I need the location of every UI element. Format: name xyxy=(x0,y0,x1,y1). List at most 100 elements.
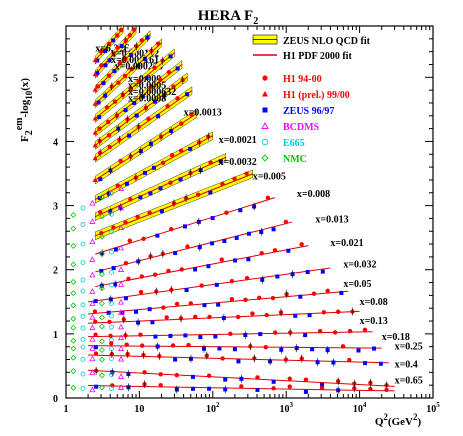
h1-data-point xyxy=(122,73,128,79)
zeus-data-point xyxy=(255,387,260,392)
h1-data-point xyxy=(152,65,157,70)
zeus-data-point xyxy=(271,379,276,384)
legend-marker-circle xyxy=(262,75,268,81)
h1-data-point xyxy=(106,133,112,138)
h1-data-point xyxy=(239,384,244,389)
h1-data-point xyxy=(193,314,198,319)
nmc-data-point xyxy=(70,242,77,249)
bcdms-data-point xyxy=(117,224,125,231)
nmc-data-point xyxy=(70,315,77,322)
zeus-data-point xyxy=(103,63,108,68)
h1-data-point xyxy=(332,330,338,335)
x-bin-label: x=0.0021 xyxy=(219,135,257,146)
zeus-data-point xyxy=(124,181,129,186)
h1-prel-data-point xyxy=(92,142,98,148)
zeus-data-point xyxy=(208,190,213,195)
h1-data-point xyxy=(97,126,102,131)
bcdms-data-point xyxy=(89,345,96,351)
legend-label: NMC xyxy=(283,154,307,165)
zeus-data-point xyxy=(233,258,238,263)
zeus-data-point xyxy=(183,333,188,338)
h1-data-point xyxy=(114,33,120,38)
zeus-data-point xyxy=(127,133,132,138)
h1-data-point xyxy=(128,197,133,202)
h1-data-point xyxy=(139,343,145,348)
h1-fit-line xyxy=(95,245,309,288)
bcdms-data-point xyxy=(117,266,125,272)
h1-data-point xyxy=(93,319,98,324)
h1-data-point xyxy=(273,330,278,335)
bcdms-data-point xyxy=(117,373,125,379)
legend-marker-open-triangle xyxy=(261,122,269,129)
h1-data-point xyxy=(347,357,352,363)
h1-data-point xyxy=(160,160,166,166)
x-bin-label: x=0.0004 xyxy=(128,74,166,85)
zeus-data-point xyxy=(246,231,251,236)
zeus-data-point xyxy=(217,346,222,351)
zeus-data-point xyxy=(99,268,104,273)
zeus-data-point xyxy=(140,94,145,99)
h1-data-point xyxy=(259,251,264,256)
legend-label: H1 PDF 2000 fit xyxy=(283,51,352,62)
zeus-data-point xyxy=(155,233,160,238)
zeus-data-point xyxy=(222,239,227,244)
h1-data-point xyxy=(174,301,180,307)
nmc-data-point xyxy=(70,384,77,391)
h1-data-point xyxy=(99,63,104,68)
x-tick-label: 102 xyxy=(206,401,220,415)
bcdms-data-point xyxy=(117,244,125,251)
zeus-data-point xyxy=(339,290,344,295)
h1-data-point xyxy=(164,315,169,320)
nmc-data-point xyxy=(70,225,77,232)
zeus-data-point xyxy=(147,307,152,312)
h1-data-point xyxy=(115,45,120,50)
zeus-data-point xyxy=(303,333,308,338)
h1-data-point xyxy=(287,384,292,389)
h1-data-point xyxy=(112,99,118,104)
svg-text:Q2(GeV2): Q2(GeV2) xyxy=(375,412,422,428)
h1-data-point xyxy=(340,344,346,349)
h1-data-point xyxy=(98,209,103,215)
h1-data-point xyxy=(169,153,175,158)
zeus-data-point xyxy=(95,58,100,63)
h1-data-point xyxy=(250,311,255,316)
zeus-data-point xyxy=(97,115,102,120)
zeus-data-point xyxy=(213,334,218,339)
zeus-data-point xyxy=(113,247,118,252)
zeus-data-point xyxy=(320,382,325,387)
h1-data-point xyxy=(311,291,317,296)
nmc-data-point xyxy=(99,347,105,353)
legend-marker-open-circle xyxy=(261,138,269,146)
nmc-data-point xyxy=(70,278,77,285)
e665-data-point xyxy=(109,249,114,255)
zeus-data-point xyxy=(96,100,101,105)
zeus-data-point xyxy=(238,208,243,213)
x-tick-label-exponent: 2 xyxy=(216,401,220,409)
nmc-data-point xyxy=(70,302,77,309)
legend-label: ZEUS NLO QCD fit xyxy=(283,36,371,47)
e665-data-point xyxy=(109,301,114,306)
zeus-data-point xyxy=(150,320,155,325)
x-bin-label: x=0.032 xyxy=(343,260,376,271)
nmc-data-point xyxy=(99,271,105,278)
e665-data-point xyxy=(109,346,114,352)
zeus-data-point xyxy=(305,270,310,275)
zeus-data-point xyxy=(271,227,276,232)
chart-title: HERA F2 xyxy=(198,8,258,27)
h1-prel-data-point xyxy=(92,155,98,161)
h1-data-point xyxy=(124,342,129,347)
x-bin-label: x=0.13 xyxy=(360,316,388,327)
bcdms-data-point xyxy=(89,300,96,306)
y-tick-label: 4 xyxy=(53,137,58,148)
zeus-data-point xyxy=(214,282,219,287)
zeus-data-point xyxy=(138,195,143,200)
nmc-data-point xyxy=(99,384,105,391)
h1-fit-line xyxy=(88,354,389,364)
zeus-data-point xyxy=(134,113,139,118)
bcdms-data-point xyxy=(117,355,125,362)
h1-data-point xyxy=(265,195,271,201)
x-tick-label: 10 xyxy=(134,404,144,415)
zeus-data-point xyxy=(258,332,263,337)
h1-data-point xyxy=(139,38,145,43)
zeus-data-point xyxy=(275,274,280,279)
